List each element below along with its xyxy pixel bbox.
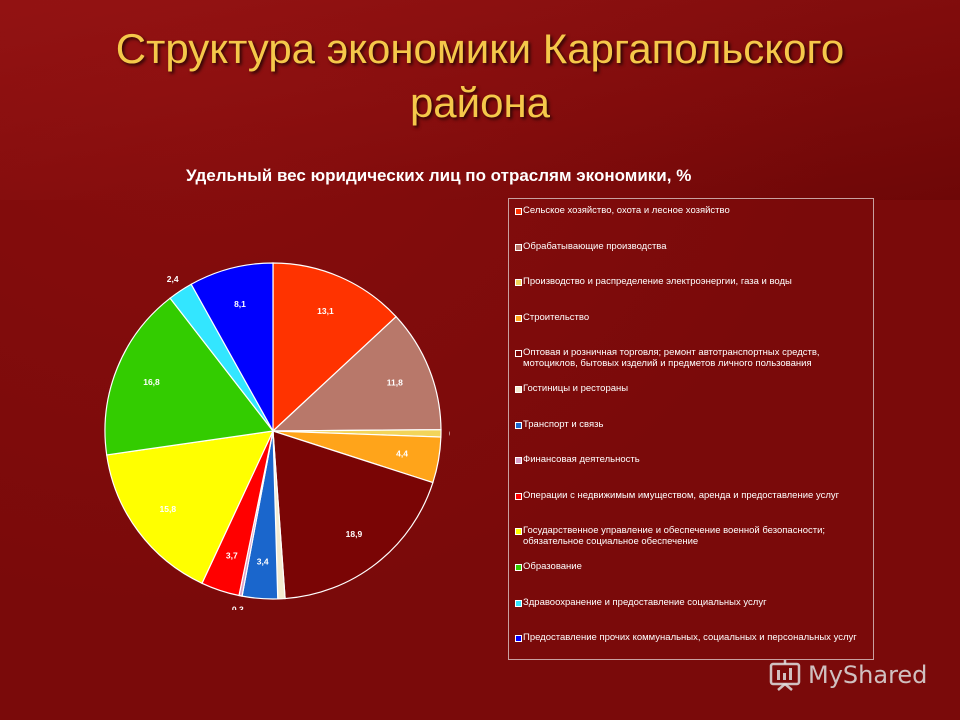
- pie-slice: [106, 430, 275, 585]
- slice-value-label: 11,8: [387, 378, 403, 388]
- legend-label: Финансовая деятельность: [523, 454, 640, 466]
- legend-label: Обрабатывающие производства: [523, 240, 667, 252]
- legend-swatch: [515, 457, 522, 465]
- legend-swatch: [515, 208, 522, 215]
- chart-title: Удельный вес юридических лиц по отраслям…: [186, 166, 692, 185]
- slice-value-label: 0,3: [232, 605, 244, 610]
- slice-value-label: 16,8: [143, 377, 160, 387]
- pie-slice: [104, 297, 275, 456]
- legend-item: Предоставление прочих коммунальных, соци…: [515, 632, 869, 668]
- legend-item: Здравоохранение и предоставление социаль…: [515, 597, 869, 633]
- legend-item: Строительство: [515, 312, 869, 348]
- legend-swatch: [515, 599, 522, 607]
- background-top: [0, 0, 960, 200]
- legend-item: Обрабатывающие производства: [515, 241, 869, 277]
- legend-item: Производство и распределение электроэнер…: [515, 276, 869, 312]
- legend-swatch: [515, 385, 522, 393]
- legend-label: Строительство: [523, 311, 590, 323]
- legend-label: Сельское хозяйство, охота и лесное хозяй…: [523, 205, 730, 216]
- pie-slice: [271, 315, 442, 432]
- slice-value-label: 15,8: [160, 504, 177, 514]
- legend-label: Здравоохранение и предоставление социаль…: [523, 596, 767, 608]
- legend-swatch: [515, 492, 522, 500]
- legend-swatch: [515, 635, 522, 643]
- legend-item: Сельское хозяйство, охота и лесное хозяй…: [515, 205, 869, 241]
- legend-item: Транспорт и связь: [515, 419, 869, 455]
- slice-value-label: 0,7: [276, 608, 288, 610]
- legend-item: Гостиницы и рестораны: [515, 383, 869, 419]
- legend-swatch: [515, 314, 522, 322]
- legend-label: Транспорт и связь: [523, 418, 604, 430]
- legend-item: Финансовая деятельность: [515, 454, 869, 490]
- slice-value-label: 2,4: [167, 274, 179, 284]
- slice-value-label: 3,7: [226, 550, 238, 560]
- slice-value-label: 0,7: [449, 429, 450, 439]
- legend-label: Гостиницы и рестораны: [523, 382, 629, 394]
- legend-swatch: [515, 421, 522, 429]
- pie-slice: [272, 430, 434, 600]
- legend-swatch: [515, 243, 522, 251]
- legend-item: Операции с недвижимым имуществом, аренда…: [515, 490, 869, 526]
- legend-label: Производство и распределение электроэнер…: [523, 276, 792, 288]
- legend-label: Образование: [523, 560, 582, 572]
- slide-title-line1: Структура экономики Каргапольского: [115, 25, 845, 72]
- legend-swatch: [515, 350, 522, 358]
- legend-swatch: [515, 279, 522, 287]
- legend-swatch: [515, 528, 522, 536]
- legend-swatch: [515, 563, 522, 571]
- legend-label: Оптовая и розничная торговля; ремонт авт…: [523, 347, 820, 370]
- watermark-text: MyShared: [808, 661, 928, 689]
- presentation-icon: [769, 660, 801, 691]
- chart-legend: Сельское хозяйство, охота и лесное хозяй…: [508, 198, 874, 660]
- slice-value-label: 3,4: [257, 557, 269, 567]
- legend-label: Предоставление прочих коммунальных, соци…: [523, 632, 857, 644]
- slice-value-label: 13,1: [317, 306, 334, 316]
- slide-title-line2: района: [409, 79, 551, 126]
- slide-title: Структура экономики Каргапольского район…: [0, 22, 960, 130]
- pie-slice: [190, 262, 274, 434]
- legend-item: Оптовая и розничная торговля; ремонт авт…: [515, 347, 869, 383]
- legend-label: Операции с недвижимым имуществом, аренда…: [523, 489, 840, 501]
- legend-label: Государственное управление и обеспечение…: [523, 525, 826, 548]
- slice-value-label: 18,9: [346, 529, 363, 539]
- pie-slice: [272, 262, 397, 433]
- legend-item: Образование: [515, 561, 869, 597]
- slice-value-label: 8,1: [234, 299, 246, 309]
- slice-value-label: 4,4: [396, 449, 408, 459]
- pie-chart: 13,1 11,8 0,7 4,4 18,9 0,7 3,4 0,3 3,7 15,8 16,8 2,…: [104, 262, 450, 610]
- legend-item: Государственное управление и обеспечение…: [515, 525, 869, 561]
- watermark: MyShared: [768, 655, 927, 695]
